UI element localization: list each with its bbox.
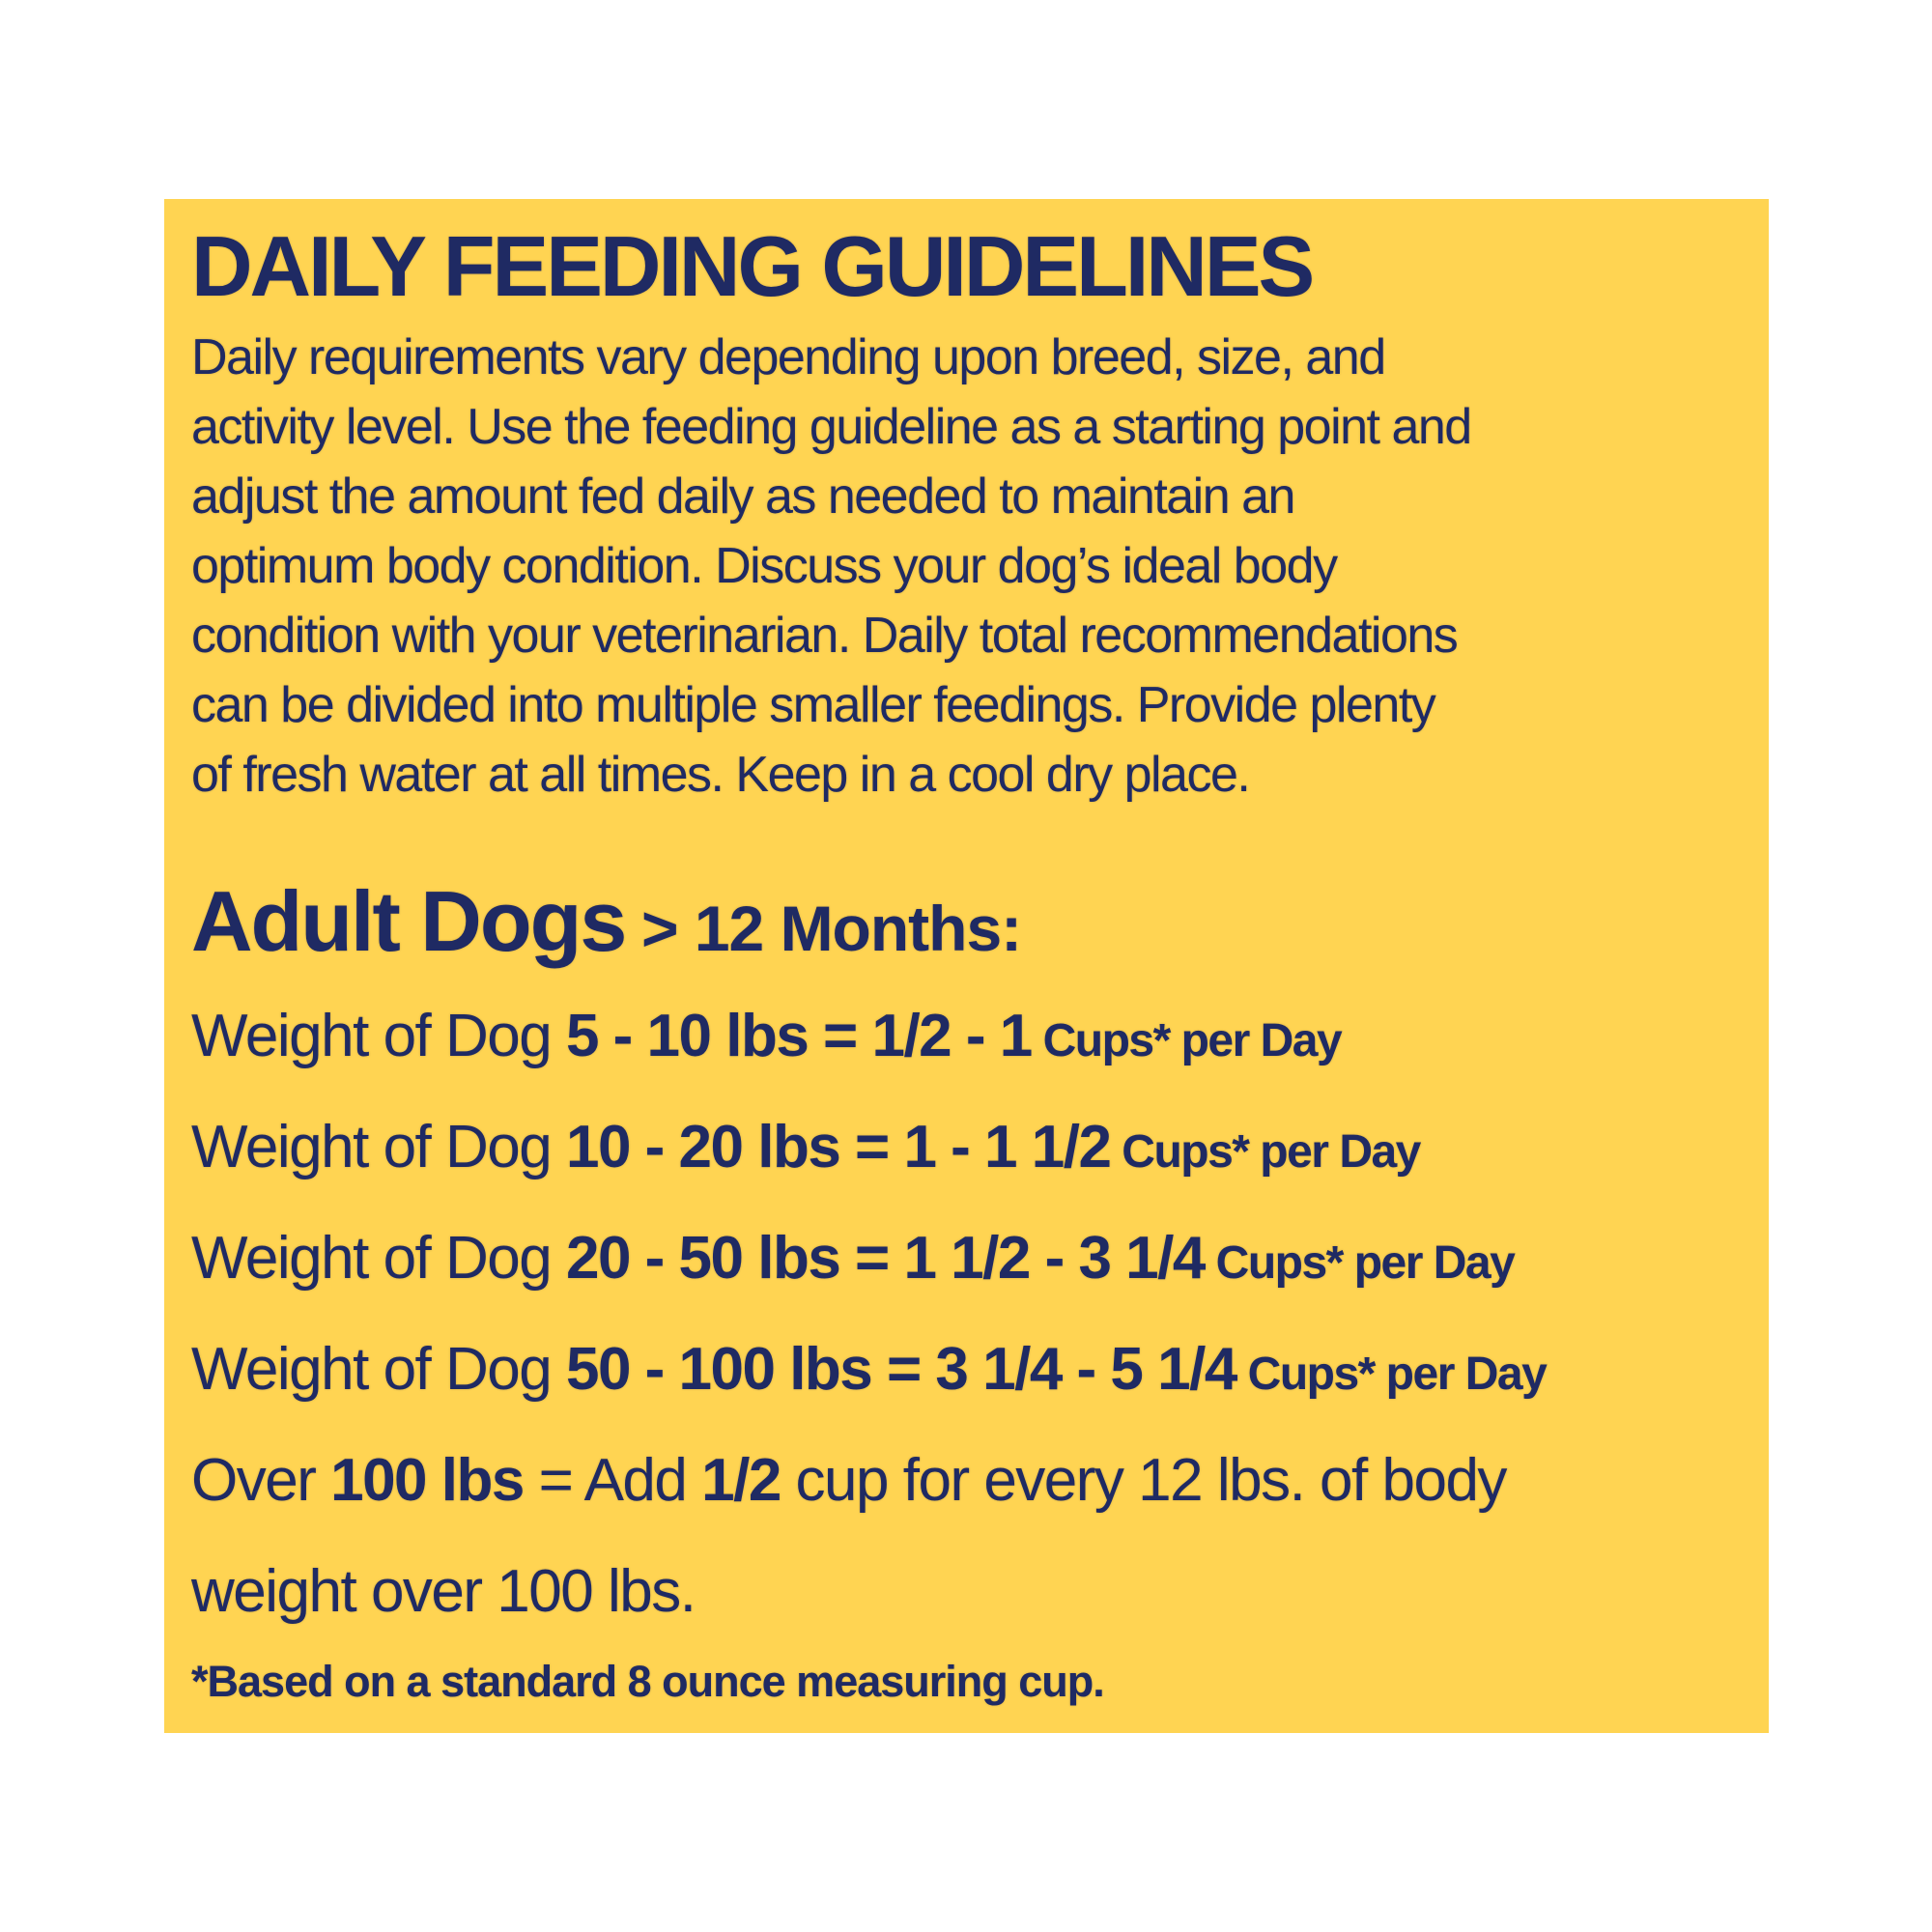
intro-line: activity level. Use the feeding guidelin… (191, 399, 1472, 455)
intro-paragraph: Daily requirements vary depending upon b… (191, 323, 1744, 810)
feeding-lines: Weight of Dog 5 - 10 lbs = 1/2 - 1 Cups*… (191, 1007, 1744, 1622)
intro-line: condition with your veterinarian. Daily … (191, 608, 1459, 664)
text-segment: cup for every 12 lbs. of body (780, 1447, 1508, 1514)
feeding-guidelines-panel: DAILY FEEDING GUIDELINES Daily requireme… (164, 199, 1769, 1733)
text-segment: Cups* per Day (1110, 1126, 1421, 1178)
section-heading: Adult Dogs > 12 Months: (191, 879, 1744, 964)
text-segment: Cups* per Day (1031, 1015, 1343, 1066)
text-segment: Weight of Dog (191, 1003, 566, 1069)
section-heading-qualifier: > 12 Months: (640, 893, 1022, 964)
text-segment: 50 - 100 lbs = 3 1/4 - 5 1/4 (565, 1336, 1237, 1403)
feeding-line: Over 100 lbs = Add 1/2 cup for every 12 … (191, 1451, 1744, 1511)
text-segment: weight over 100 lbs. (191, 1558, 696, 1625)
text-segment: Cups* per Day (1204, 1237, 1516, 1289)
text-segment: 10 - 20 lbs = 1 - 1 1/2 (565, 1114, 1112, 1180)
intro-line: adjust the amount fed daily as needed to… (191, 469, 1295, 525)
text-segment: Weight of Dog (191, 1336, 566, 1403)
text-segment: Weight of Dog (191, 1225, 566, 1292)
text-segment: 5 - 10 lbs = 1/2 - 1 (565, 1003, 1033, 1069)
text-segment: Cups* per Day (1236, 1349, 1548, 1400)
text-segment: = Add (523, 1447, 702, 1514)
feeding-line: Weight of Dog 5 - 10 lbs = 1/2 - 1 Cups*… (191, 1007, 1744, 1066)
text-segment: 100 lbs (330, 1447, 525, 1514)
feeding-line: Weight of Dog 50 - 100 lbs = 3 1/4 - 5 1… (191, 1340, 1744, 1400)
footnote: *Based on a standard 8 ounce measuring c… (191, 1657, 1105, 1706)
intro-line: optimum body condition. Discuss your dog… (191, 538, 1338, 594)
intro-line: of fresh water at all times. Keep in a c… (191, 747, 1251, 803)
text-segment: Over (191, 1447, 331, 1514)
feeding-line: Weight of Dog 20 - 50 lbs = 1 1/2 - 3 1/… (191, 1229, 1744, 1289)
feeding-line: Weight of Dog 10 - 20 lbs = 1 - 1 1/2 Cu… (191, 1118, 1744, 1178)
intro-line: can be divided into multiple smaller fee… (191, 677, 1436, 733)
section-heading-main: Adult Dogs (191, 873, 627, 969)
text-segment: 1/2 (701, 1447, 781, 1514)
feeding-line: weight over 100 lbs. (191, 1562, 1744, 1622)
intro-line: Daily requirements vary depending upon b… (191, 329, 1386, 385)
text-segment: 20 - 50 lbs = 1 1/2 - 3 1/4 (565, 1225, 1206, 1292)
page-title: DAILY FEEDING GUIDELINES (191, 218, 1315, 314)
text-segment: Weight of Dog (191, 1114, 566, 1180)
